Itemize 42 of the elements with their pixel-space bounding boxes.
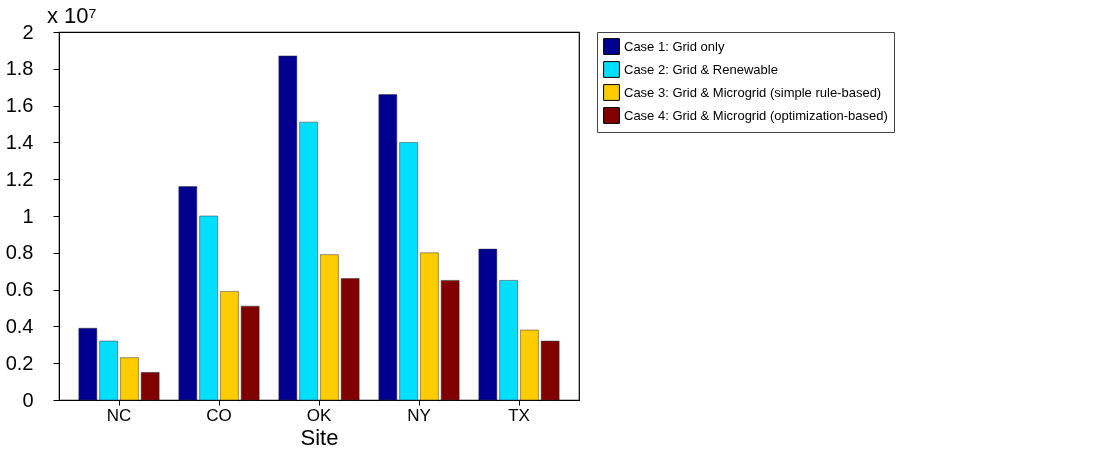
y-tick-label: 0.8	[5, 241, 34, 264]
bar	[320, 254, 339, 401]
y-tick-label: 0.6	[5, 278, 34, 301]
y-tick-label: 0.4	[5, 314, 34, 337]
y-tick-label: 0	[22, 388, 34, 411]
y-tick-label: 1.6	[5, 94, 34, 117]
bar	[78, 327, 98, 401]
bar	[240, 305, 260, 401]
x-tick-label: OK	[306, 405, 332, 425]
bar	[340, 278, 360, 401]
bar	[499, 280, 518, 401]
x-tick-label: TX	[508, 405, 530, 425]
bar	[399, 142, 418, 401]
bar	[478, 248, 498, 401]
legend-label: Case 4: Grid & Microgrid (optimization-based)	[624, 107, 888, 123]
x-tick-label: NY	[407, 405, 431, 425]
legend-label: Case 1: Grid only	[624, 38, 725, 54]
bar	[178, 186, 198, 401]
y-tick-label: 1	[22, 204, 34, 227]
bar	[378, 94, 398, 401]
bar	[140, 372, 160, 401]
bar	[199, 215, 218, 401]
y-tick-label: 0.2	[5, 351, 34, 374]
legend-label: Case 2: Grid & Renewable	[624, 61, 778, 77]
bar	[278, 55, 298, 401]
bar	[420, 252, 439, 401]
bar	[299, 121, 318, 401]
bar	[540, 340, 560, 401]
bar	[120, 357, 139, 401]
bar	[440, 280, 460, 401]
y-tick-label: 2	[22, 20, 34, 43]
x-axis-title: Site	[300, 424, 339, 450]
text: x 10⁷	[47, 3, 97, 28]
bar	[220, 291, 239, 401]
bar	[520, 329, 539, 401]
y-tick-label: 1.2	[5, 167, 34, 190]
x-tick-label: CO	[206, 405, 232, 425]
y-tick-label: 1.8	[5, 57, 34, 80]
bar	[99, 340, 118, 401]
y-tick-label: 1.4	[5, 130, 34, 153]
x-tick-label: NC	[106, 405, 132, 425]
legend-label: Case 3: Grid & Microgrid (simple rule-based)	[624, 84, 882, 100]
